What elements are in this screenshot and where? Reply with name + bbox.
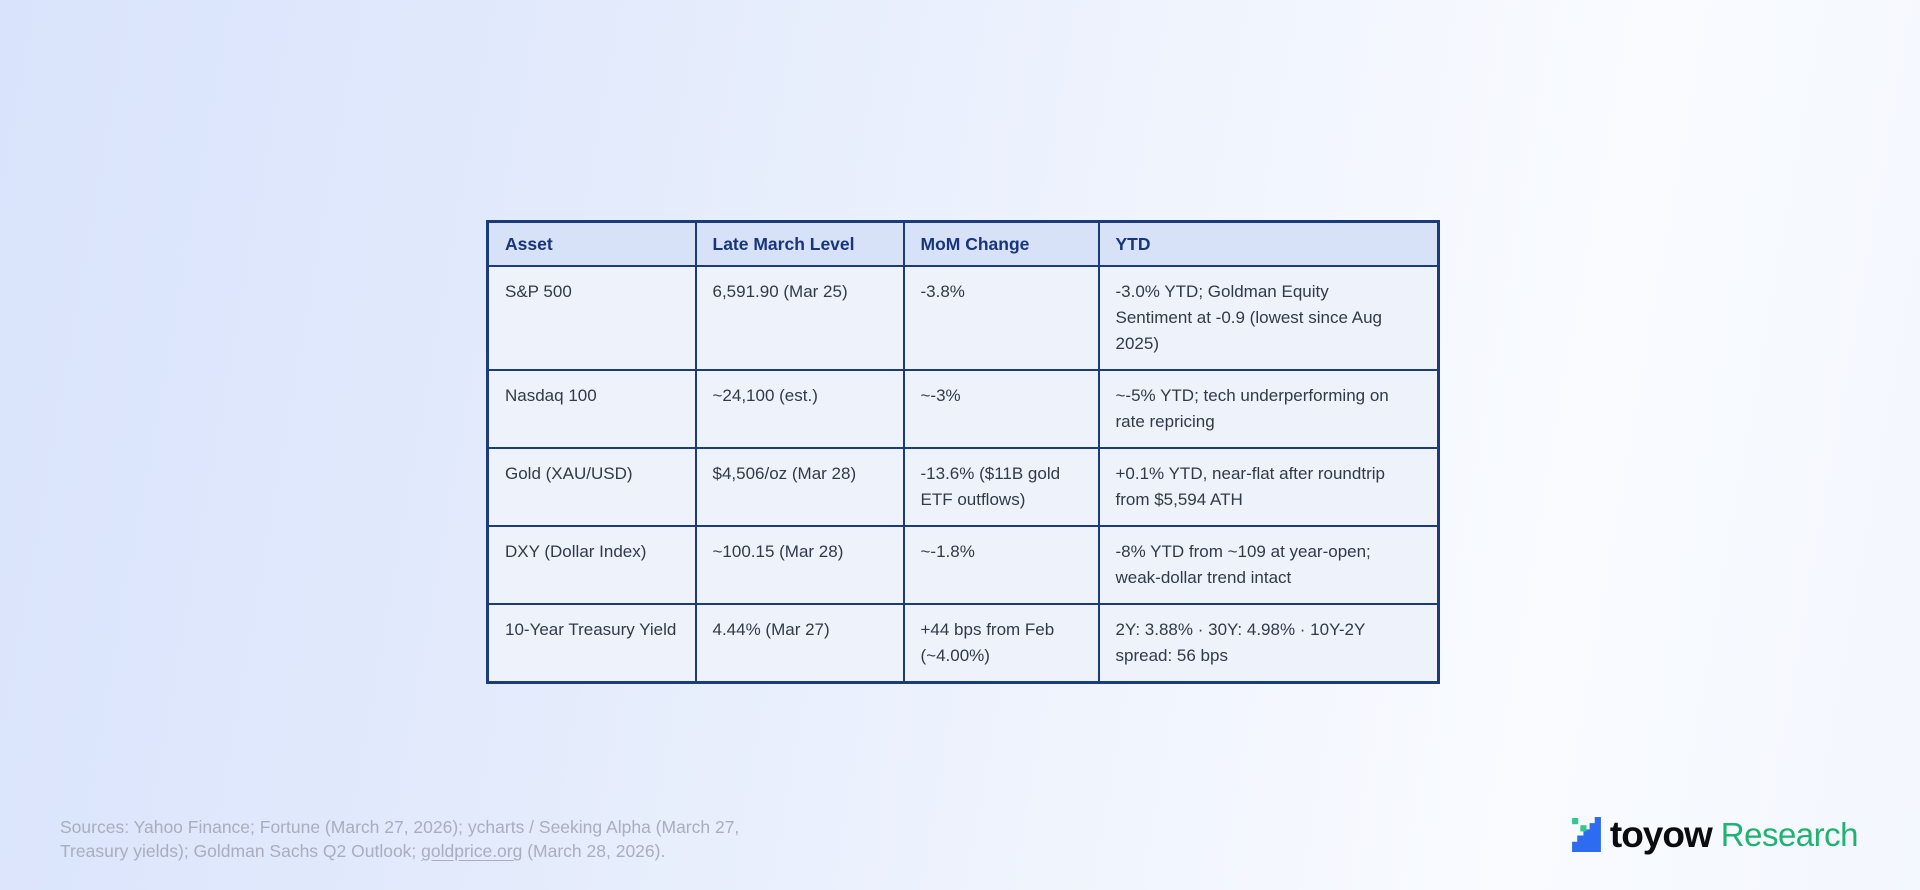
table-row-nasdaq100: Nasdaq 100 ~24,100 (est.) ~-3% ~-5% YTD;…: [486, 369, 1440, 449]
cell-level: ~100.15 (Mar 28): [694, 525, 905, 605]
column-header-late-march-level: Late March Level: [694, 220, 905, 267]
cell-mom-change: ~-1.8%: [902, 525, 1100, 605]
sources-line2-post: (March 28, 2026).: [522, 841, 666, 861]
market-summary-table: Asset Late March Level MoM Change YTD S&…: [486, 220, 1440, 684]
table-row-sp500: S&P 500 6,591.90 (Mar 25) -3.8% -3.0% YT…: [486, 265, 1440, 371]
sources-line2-pre: Treasury yields); Goldman Sachs Q2 Outlo…: [60, 841, 422, 861]
sources-line1: Sources: Yahoo Finance; Fortune (March 2…: [60, 817, 740, 837]
cell-ytd: 2Y: 3.88% · 30Y: 4.98% · 10Y-2Y spread: …: [1097, 603, 1440, 684]
cell-asset: Nasdaq 100: [486, 369, 697, 449]
pixel-stairs-chart-icon: [1571, 816, 1601, 852]
cell-asset: S&P 500: [486, 265, 697, 371]
cell-asset: 10-Year Treasury Yield: [486, 603, 697, 684]
cell-asset: Gold (XAU/USD): [486, 447, 697, 527]
sources-footnote: Sources: Yahoo Finance; Fortune (March 2…: [60, 815, 850, 863]
cell-mom-change: -3.8%: [902, 265, 1100, 371]
cell-level: $4,506/oz (Mar 28): [694, 447, 905, 527]
cell-ytd: -3.0% YTD; Goldman Equity Sentiment at -…: [1097, 265, 1440, 371]
cell-mom-change: -13.6% ($11B gold ETF outflows): [902, 447, 1100, 527]
cell-ytd: ~-5% YTD; tech underperforming on rate r…: [1097, 369, 1440, 449]
cell-asset: DXY (Dollar Index): [486, 525, 697, 605]
goldprice-link[interactable]: goldprice.org: [421, 841, 523, 861]
table-row-dxy: DXY (Dollar Index) ~100.15 (Mar 28) ~-1.…: [486, 525, 1440, 605]
table-row-10y-treasury: 10-Year Treasury Yield 4.44% (Mar 27) +4…: [486, 603, 1440, 684]
cell-mom-change: +44 bps from Feb (~4.00%): [902, 603, 1100, 684]
table-row-gold: Gold (XAU/USD) $4,506/oz (Mar 28) -13.6%…: [486, 447, 1440, 527]
cell-level: 6,591.90 (Mar 25): [694, 265, 905, 371]
cell-mom-change: ~-3%: [902, 369, 1100, 449]
cell-ytd: +0.1% YTD, near-flat after roundtrip fro…: [1097, 447, 1440, 527]
column-header-asset: Asset: [486, 220, 697, 267]
toyow-research-logo: toyow Research: [1571, 812, 1859, 856]
column-header-mom-change: MoM Change: [902, 220, 1100, 267]
table-header-row: Asset Late March Level MoM Change YTD: [486, 220, 1440, 267]
logo-brand-text: toyow: [1609, 813, 1713, 855]
cell-level: 4.44% (Mar 27): [694, 603, 905, 684]
cell-level: ~24,100 (est.): [694, 369, 905, 449]
cell-ytd: -8% YTD from ~109 at year-open; weak-dol…: [1097, 525, 1440, 605]
column-header-ytd: YTD: [1097, 220, 1440, 267]
logo-suffix-text: Research: [1720, 815, 1859, 853]
